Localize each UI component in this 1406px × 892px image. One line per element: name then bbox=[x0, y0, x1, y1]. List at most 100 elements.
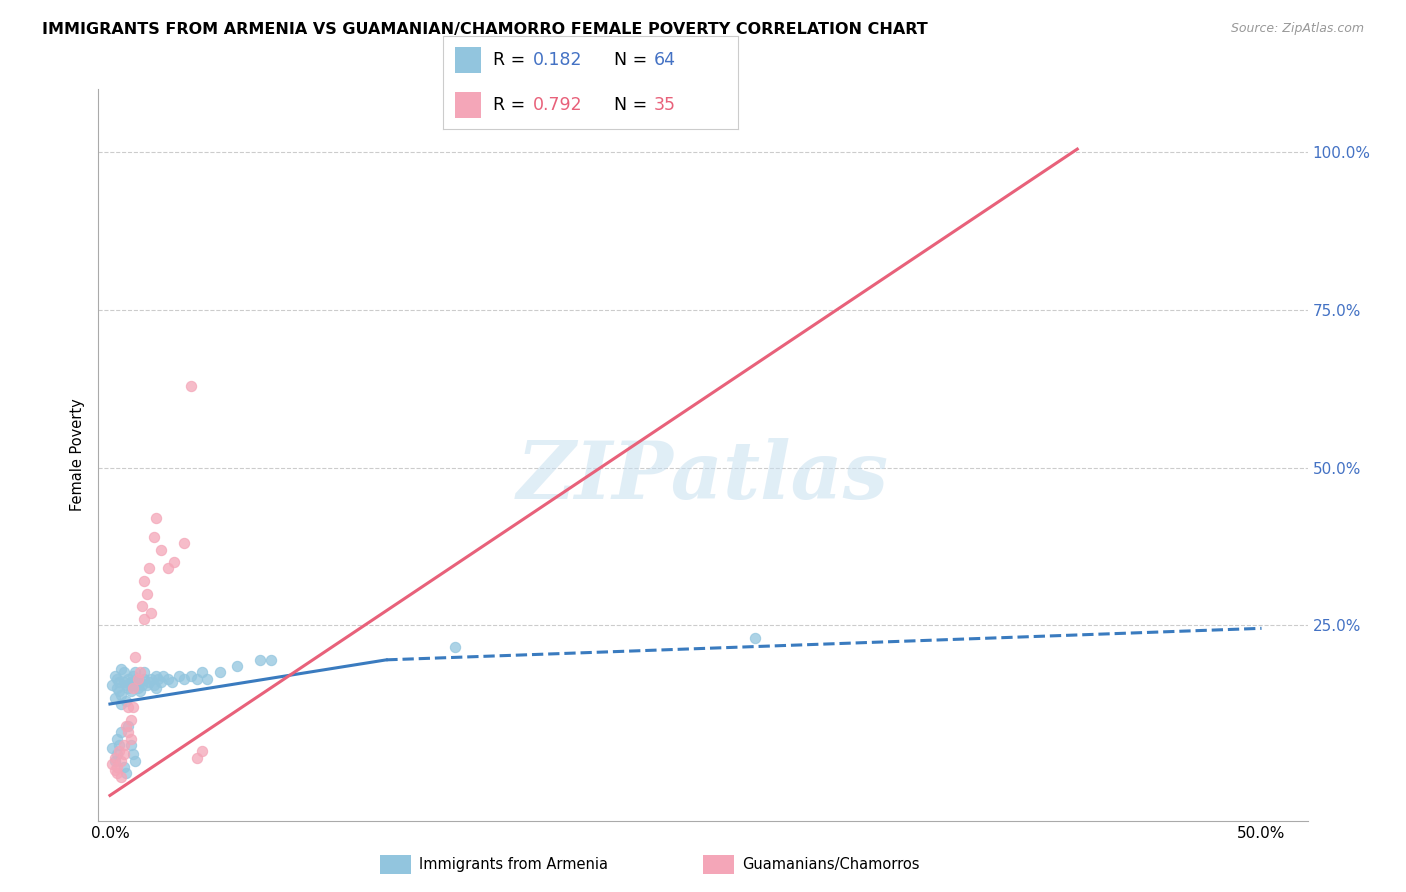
Point bbox=[117, 725, 139, 739]
Point bbox=[186, 672, 208, 686]
Point bbox=[110, 770, 132, 784]
Point bbox=[124, 678, 146, 692]
Text: N =: N = bbox=[614, 51, 652, 69]
Point bbox=[108, 744, 131, 758]
Text: 64: 64 bbox=[654, 51, 676, 69]
Point bbox=[103, 690, 125, 705]
Point bbox=[124, 649, 146, 664]
Point bbox=[145, 681, 167, 696]
Point bbox=[138, 561, 160, 575]
Point bbox=[141, 672, 163, 686]
Point bbox=[163, 555, 186, 569]
Point bbox=[142, 678, 165, 692]
Point bbox=[110, 725, 132, 739]
Point bbox=[103, 754, 125, 768]
Point bbox=[110, 688, 132, 702]
Point bbox=[134, 574, 156, 588]
Point bbox=[105, 731, 128, 746]
Point bbox=[141, 606, 163, 620]
Point bbox=[103, 668, 125, 682]
Text: R =: R = bbox=[494, 96, 531, 114]
Point bbox=[131, 678, 153, 692]
Point bbox=[128, 684, 150, 698]
Point bbox=[225, 659, 247, 673]
Point bbox=[142, 530, 165, 544]
Point bbox=[127, 681, 149, 696]
Point bbox=[105, 766, 128, 780]
Point bbox=[195, 672, 218, 686]
Point bbox=[128, 674, 150, 689]
Point bbox=[135, 678, 157, 692]
Point bbox=[128, 665, 150, 680]
Point bbox=[112, 760, 135, 774]
Point bbox=[112, 747, 135, 762]
Point bbox=[135, 587, 157, 601]
Point bbox=[156, 561, 179, 575]
Point bbox=[122, 747, 145, 762]
Point bbox=[191, 744, 214, 758]
Point bbox=[186, 750, 208, 764]
Point bbox=[105, 681, 128, 696]
Text: ZIPatlas: ZIPatlas bbox=[517, 438, 889, 516]
Point bbox=[124, 665, 146, 680]
Point bbox=[115, 678, 138, 692]
Point bbox=[122, 700, 145, 714]
Point bbox=[131, 599, 153, 614]
Point bbox=[105, 760, 128, 774]
Point bbox=[744, 631, 766, 645]
Point bbox=[105, 747, 128, 762]
Point bbox=[108, 674, 131, 689]
Point bbox=[101, 756, 124, 771]
Point bbox=[117, 719, 139, 733]
Point bbox=[180, 668, 202, 682]
Point bbox=[209, 665, 232, 680]
Point bbox=[148, 672, 170, 686]
Point bbox=[115, 766, 138, 780]
Point bbox=[173, 536, 195, 550]
Point bbox=[122, 678, 145, 692]
Text: N =: N = bbox=[614, 96, 652, 114]
Point bbox=[167, 668, 190, 682]
Point bbox=[117, 700, 139, 714]
Point bbox=[260, 653, 283, 667]
Point bbox=[120, 731, 142, 746]
Point bbox=[117, 672, 139, 686]
Text: Guamanians/Chamorros: Guamanians/Chamorros bbox=[742, 857, 920, 871]
Point bbox=[110, 754, 132, 768]
Point bbox=[124, 754, 146, 768]
Bar bbox=[454, 47, 481, 73]
Point bbox=[173, 672, 195, 686]
Point bbox=[108, 738, 131, 752]
Point bbox=[112, 674, 135, 689]
Point bbox=[180, 378, 202, 392]
Point bbox=[134, 672, 156, 686]
Point bbox=[103, 750, 125, 764]
Text: R =: R = bbox=[494, 51, 531, 69]
Point bbox=[115, 694, 138, 708]
Text: Immigrants from Armenia: Immigrants from Armenia bbox=[419, 857, 607, 871]
Point bbox=[120, 674, 142, 689]
Point bbox=[249, 653, 271, 667]
Point bbox=[112, 738, 135, 752]
Point bbox=[149, 674, 172, 689]
Point bbox=[127, 672, 149, 686]
Text: 0.182: 0.182 bbox=[533, 51, 582, 69]
Point bbox=[145, 511, 167, 525]
Point bbox=[138, 674, 160, 689]
Point bbox=[122, 681, 145, 696]
Point bbox=[191, 665, 214, 680]
Point bbox=[103, 763, 125, 777]
Point bbox=[101, 678, 124, 692]
Y-axis label: Female Poverty: Female Poverty bbox=[70, 399, 86, 511]
Point bbox=[110, 662, 132, 676]
Point bbox=[156, 672, 179, 686]
Point bbox=[120, 684, 142, 698]
Point bbox=[120, 738, 142, 752]
Point bbox=[112, 665, 135, 680]
Point bbox=[160, 674, 183, 689]
Point bbox=[134, 665, 156, 680]
Point bbox=[115, 719, 138, 733]
Point bbox=[134, 612, 156, 626]
Point bbox=[145, 668, 167, 682]
Point bbox=[152, 668, 174, 682]
